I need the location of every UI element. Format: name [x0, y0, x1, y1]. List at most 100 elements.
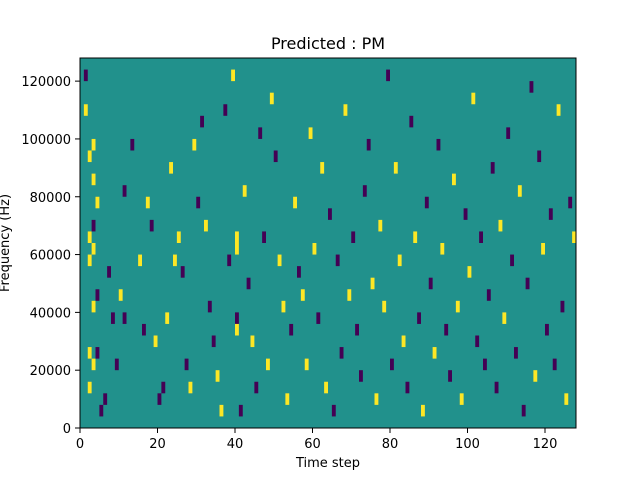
heatmap-cell-44: [211, 335, 216, 348]
heatmap-cell-87: [366, 138, 371, 151]
heatmap-cell-46: [219, 404, 224, 417]
heatmap-cell-5: [87, 347, 92, 359]
heatmap-cell-79: [335, 254, 340, 267]
heatmap-cell-93: [390, 358, 394, 371]
heatmap-cell-56: [246, 277, 251, 290]
heatmap-cell-129: [529, 81, 534, 93]
plot-background: [80, 58, 576, 428]
x-tick-label: 120: [533, 437, 558, 452]
heatmap-cell-35: [176, 231, 181, 243]
heatmap-cell-78: [331, 404, 336, 417]
heatmap-cell-66: [285, 393, 290, 405]
heatmap-cell-36: [180, 266, 185, 278]
heatmap-cell-94: [393, 162, 398, 174]
x-tick-label: 100: [455, 437, 480, 452]
heatmap-cell-122: [502, 312, 507, 324]
heatmap-cell-57: [250, 335, 255, 348]
x-tick-label: 40: [227, 437, 244, 452]
x-tick-label: 60: [304, 437, 321, 452]
heatmap-cell-105: [436, 138, 441, 151]
heatmap-cell-99: [413, 231, 418, 243]
heatmap-cell-127: [521, 404, 526, 417]
heatmap-cell-108: [448, 370, 452, 382]
heatmap-cell-55: [242, 185, 247, 197]
heatmap-cell-138: [564, 393, 569, 405]
heatmap-cell-41: [200, 115, 204, 128]
x-axis-label: Time step: [295, 456, 360, 471]
heatmap-cell-88: [370, 277, 375, 290]
heatmap-cell-75: [320, 162, 325, 174]
heatmap-cell-121: [498, 219, 503, 232]
x-tick-label: 20: [149, 437, 166, 452]
heatmap-cell-110: [455, 300, 460, 313]
heatmap-cell-119: [490, 162, 495, 174]
y-tick-label: 40000: [30, 306, 71, 321]
heatmap-cell-83: [351, 231, 356, 243]
y-tick-label: 0: [63, 422, 71, 437]
heatmap-cell-47: [223, 104, 228, 116]
heatmap-cell-137: [560, 300, 565, 313]
heatmap-cell-117: [483, 358, 487, 371]
heatmap-cell-54: [238, 404, 243, 417]
x-tick-label: 80: [382, 437, 399, 452]
heatmap-cell-126: [517, 185, 522, 197]
heatmap-cell-39: [192, 138, 197, 151]
heatmap-cell-49: [231, 69, 235, 82]
heatmap-cell-109: [452, 173, 456, 186]
heatmap-cell-19: [111, 312, 115, 324]
heatmap-cell-113: [467, 266, 472, 278]
heatmap-cell-71: [304, 358, 309, 371]
heatmap-cell-45: [215, 370, 220, 382]
heatmap-cell-86: [362, 185, 367, 197]
heatmap-cell-68: [293, 196, 297, 209]
heatmap-cell-123: [506, 127, 511, 139]
y-axis: 0 20000 40000 60000 80000 100000 120000: [21, 75, 80, 437]
heatmap-cell-92: [386, 69, 390, 82]
heatmap-cell-111: [459, 393, 464, 405]
heatmap-cell-95: [397, 254, 402, 267]
heatmap-cell-80: [339, 347, 344, 359]
heatmap-cell-96: [401, 335, 406, 348]
heatmap-cell-106: [440, 243, 445, 255]
heatmap-cell-2: [87, 150, 92, 163]
heatmap-cell-112: [463, 208, 468, 220]
heatmap-cell-65: [281, 300, 286, 313]
heatmap-cell-53: [235, 323, 239, 336]
y-axis-label: Frequency (Hz): [0, 194, 13, 292]
heatmap-cell-9: [91, 219, 96, 232]
heatmap-cell-102: [424, 196, 429, 209]
chart-title: Predicted : PM: [271, 34, 385, 53]
heatmap-cell-59: [258, 127, 263, 139]
y-tick-label: 120000: [21, 75, 71, 90]
heatmap-cell-67: [289, 323, 294, 336]
heatmap-cell-133: [545, 323, 549, 336]
heatmap-cell-33: [169, 162, 173, 174]
heatmap-cell-50: [235, 231, 239, 243]
axes-frame: [79, 57, 577, 429]
heatmap-cell-16: [99, 404, 104, 417]
heatmap-cell-136: [556, 104, 561, 116]
plot-area: [79, 57, 577, 429]
heatmap-cell-30: [157, 393, 162, 405]
heatmap-cell-91: [382, 300, 387, 313]
heatmap-cell-89: [374, 393, 379, 405]
y-tick-label: 80000: [30, 191, 71, 206]
heatmap-cell-0: [83, 69, 88, 82]
heatmap-cell-38: [188, 381, 193, 394]
heatmap-cell-31: [161, 381, 166, 394]
heatmap-cell-60: [262, 231, 266, 243]
heatmap-cell-101: [421, 404, 425, 417]
heatmap-cell-25: [138, 254, 142, 267]
heatmap-cell-15: [95, 347, 100, 359]
y-tick-label: 100000: [21, 133, 71, 148]
heatmap-cell-13: [95, 196, 100, 209]
heatmap-cell-24: [130, 138, 135, 151]
heatmap-cell-134: [548, 208, 553, 220]
heatmap-cell-124: [510, 254, 514, 267]
x-axis: 0 20 40 60 80 100 120: [76, 428, 558, 452]
y-tick-label: 60000: [30, 249, 71, 264]
heatmap-cell-114: [471, 92, 476, 105]
heatmap-cell-135: [552, 358, 557, 371]
heatmap-cell-85: [359, 370, 363, 382]
